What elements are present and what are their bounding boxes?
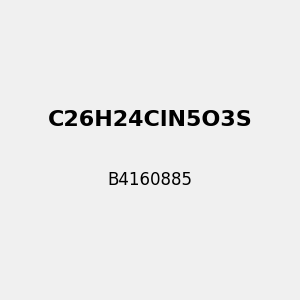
Text: C26H24ClN5O3S: C26H24ClN5O3S (48, 110, 252, 130)
Text: B4160885: B4160885 (107, 171, 193, 189)
